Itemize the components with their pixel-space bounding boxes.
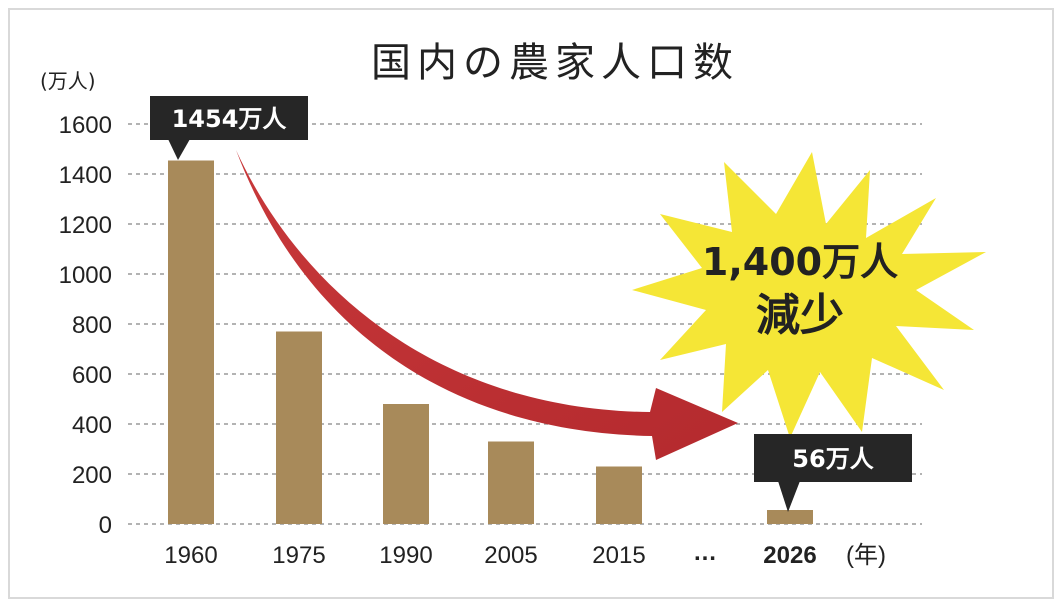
burst-shape bbox=[632, 152, 986, 438]
y-tick-label: 1000 bbox=[59, 262, 112, 289]
x-axis-ticks: 1960 1975 1990 2005 2015 … 2026 bbox=[164, 539, 816, 569]
y-tick-label: 1600 bbox=[59, 112, 112, 139]
y-tick-label: 1200 bbox=[59, 212, 112, 239]
callout-pointer bbox=[778, 481, 800, 512]
x-axis-unit-label: (年) bbox=[846, 542, 886, 569]
callout-box bbox=[754, 434, 912, 482]
y-axis-ticks: 0 200 400 600 800 1000 1200 1400 1600 bbox=[59, 112, 112, 539]
y-tick-label: 0 bbox=[99, 512, 112, 539]
bar-2026 bbox=[767, 510, 813, 524]
decrease-amount-text: 1,400万人 bbox=[702, 240, 898, 284]
callout-text: 56万人 bbox=[792, 445, 873, 473]
callout-pointer bbox=[168, 139, 190, 160]
callout-2026: 56万人 bbox=[754, 434, 912, 512]
chart-title: 国内の農家人口数 bbox=[371, 40, 739, 86]
x-tick-label: 2015 bbox=[592, 542, 645, 569]
y-tick-label: 800 bbox=[72, 312, 112, 339]
x-tick-label: 1990 bbox=[379, 542, 432, 569]
decrease-arrow bbox=[236, 150, 738, 460]
y-tick-label: 400 bbox=[72, 412, 112, 439]
x-tick-label: 2026 bbox=[763, 542, 816, 569]
bar-1975 bbox=[276, 331, 322, 524]
x-tick-label: 1960 bbox=[164, 542, 217, 569]
x-tick-label: 1975 bbox=[272, 542, 325, 569]
callout-text: 1454万人 bbox=[172, 105, 287, 133]
x-tick-label: 2005 bbox=[484, 542, 537, 569]
y-tick-label: 200 bbox=[72, 462, 112, 489]
callout-box bbox=[150, 96, 308, 140]
decrease-label-text: 減少 bbox=[756, 290, 844, 341]
bar-2005 bbox=[488, 441, 534, 524]
y-tick-label: 1400 bbox=[59, 162, 112, 189]
x-tick-label: … bbox=[693, 539, 717, 566]
value-callouts: 1454万人 56万人 bbox=[150, 96, 912, 512]
y-tick-label: 600 bbox=[72, 362, 112, 389]
bar-1990 bbox=[383, 404, 429, 524]
bar-1960 bbox=[168, 160, 214, 524]
bars bbox=[168, 160, 813, 524]
y-axis-unit-label: (万人) bbox=[40, 69, 96, 93]
callout-1960: 1454万人 bbox=[150, 96, 308, 160]
bar-2015 bbox=[596, 466, 642, 524]
